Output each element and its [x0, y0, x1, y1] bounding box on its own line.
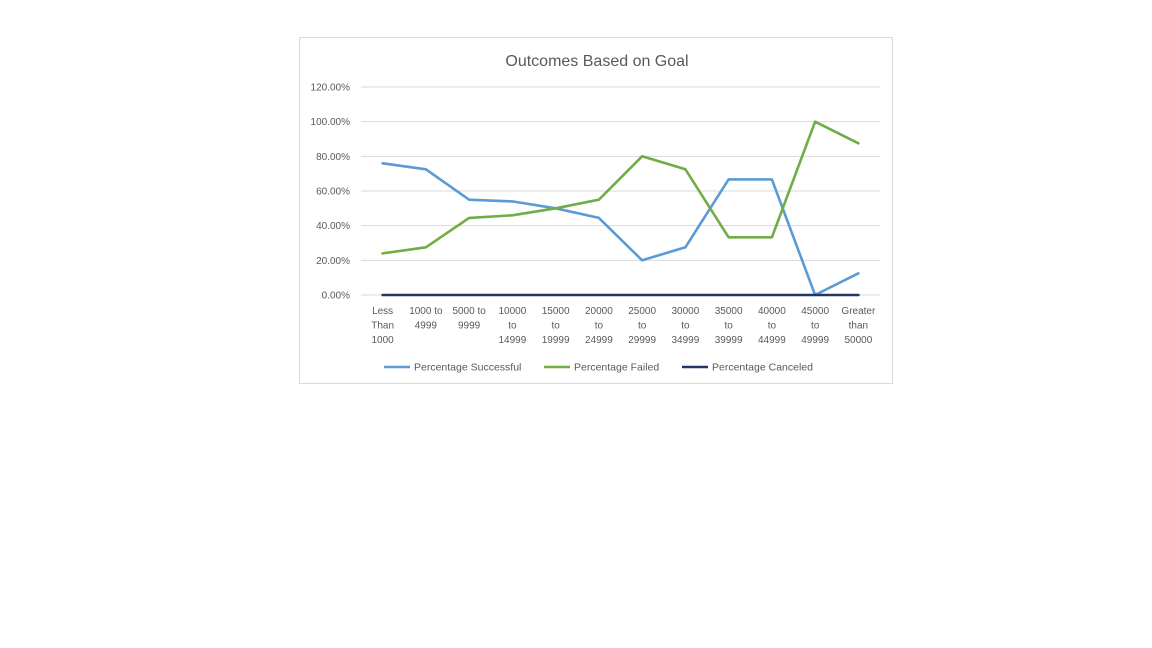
- x-tick-label: 35000 to 39999: [715, 306, 743, 346]
- x-tick-label: Less Than 1000: [371, 306, 394, 346]
- series-line-percentage-successful: [381, 162, 860, 297]
- legend: Percentage Successful Percentage Failed Pe…: [384, 362, 813, 374]
- line-chart: Outcomes Based on Goal 0.00% 20.00% 40.00%…: [311, 53, 880, 374]
- x-tick-label: 25000 to 29999: [628, 306, 656, 346]
- y-tick-label: 0.00%: [322, 291, 350, 302]
- chart-frame: Outcomes Based on Goal 0.00% 20.00% 40.00%…: [299, 37, 893, 384]
- y-tick-label: 40.00%: [316, 221, 350, 232]
- x-tick-label: 5000 to 9999: [452, 306, 486, 332]
- y-tick-label: 120.00%: [311, 83, 351, 94]
- x-tick-label: 15000 to 19999: [542, 306, 570, 346]
- x-tick-label: 40000 to 44999: [758, 306, 786, 346]
- series-lines: [381, 120, 860, 297]
- chart-title: Outcomes Based on Goal: [505, 53, 688, 70]
- x-tick-label: 45000 to 49999: [801, 306, 829, 346]
- y-tick-label: 60.00%: [316, 187, 350, 198]
- x-tick-label: 30000 to 34999: [671, 306, 699, 346]
- legend-label: Percentage Canceled: [712, 362, 813, 374]
- gridlines: [361, 86, 880, 296]
- y-axis-ticks: 0.00% 20.00% 40.00% 60.00% 80.00% 100.00% 120.…: [311, 83, 351, 302]
- y-tick-label: 20.00%: [316, 256, 350, 267]
- x-tick-label: 20000 to 24999: [585, 306, 613, 346]
- x-axis-ticks: Less Than 1000 1000 to 4999 5000 to 9999 10000 t…: [371, 306, 876, 346]
- x-tick-label: 1000 to 4999: [409, 306, 443, 332]
- legend-label: Percentage Successful: [414, 362, 521, 374]
- x-tick-label: Greater than 50000: [841, 306, 876, 346]
- series-line-percentage-failed: [381, 120, 860, 255]
- x-tick-label: 10000 to 14999: [498, 306, 526, 346]
- legend-label: Percentage Failed: [574, 362, 659, 374]
- y-tick-label: 80.00%: [316, 152, 350, 163]
- y-tick-label: 100.00%: [311, 117, 351, 128]
